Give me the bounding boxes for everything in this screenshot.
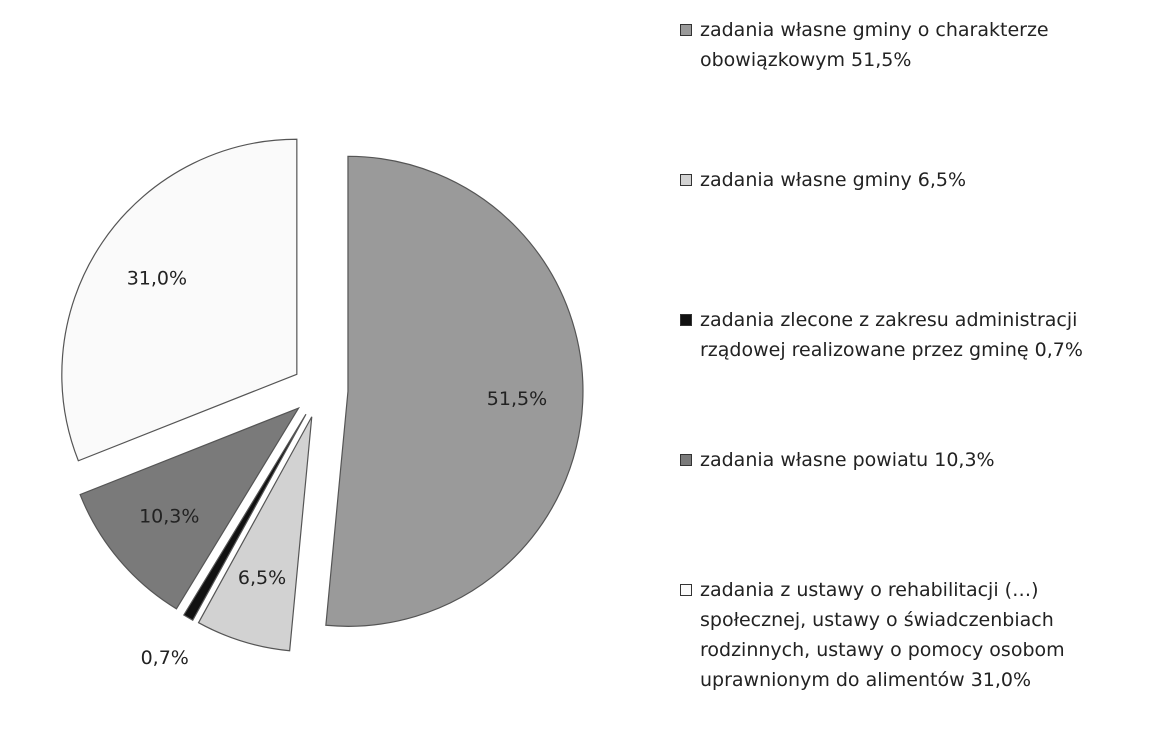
- legend-label: zadania zlecone z zakresu administracji …: [700, 309, 1083, 361]
- pie-slice: [61, 138, 298, 462]
- data-label: 6,5%: [238, 567, 286, 589]
- legend: zadania własne gminy o charakterze obowi…: [680, 0, 1160, 751]
- legend-label: zadania własne powiatu 10,3%: [700, 449, 995, 471]
- legend-entry: zadania zlecone z zakresu administracji …: [680, 305, 1150, 365]
- chart: 51,5% 6,5% 0,7% 10,3% 31,0%: [61, 138, 584, 669]
- pie-slice: [182, 413, 307, 621]
- legend-swatch: [680, 174, 692, 186]
- legend-label: zadania z ustawy o rehabilitacji (…) spo…: [700, 579, 1065, 691]
- legend-swatch: [680, 314, 692, 326]
- legend-label: zadania własne gminy 6,5%: [700, 169, 967, 191]
- legend-entry: zadania z ustawy o rehabilitacji (…) spo…: [680, 575, 1150, 695]
- pie-slice: [197, 416, 313, 652]
- data-label: 31,0%: [127, 268, 187, 290]
- legend-entry: zadania własne powiatu 10,3%: [680, 445, 1150, 475]
- data-label: 0,7%: [141, 647, 189, 669]
- legend-entry: zadania własne gminy 6,5%: [680, 165, 1150, 195]
- legend-swatch: [680, 584, 692, 596]
- pie-slice: [325, 155, 584, 627]
- legend-entry: zadania własne gminy o charakterze obowi…: [680, 15, 1150, 75]
- data-label: 51,5%: [487, 388, 547, 410]
- pie-slice: [79, 406, 301, 610]
- legend-swatch: [680, 24, 692, 36]
- legend-swatch: [680, 454, 692, 466]
- data-label: 10,3%: [139, 506, 199, 528]
- legend-label: zadania własne gminy o charakterze obowi…: [700, 19, 1049, 71]
